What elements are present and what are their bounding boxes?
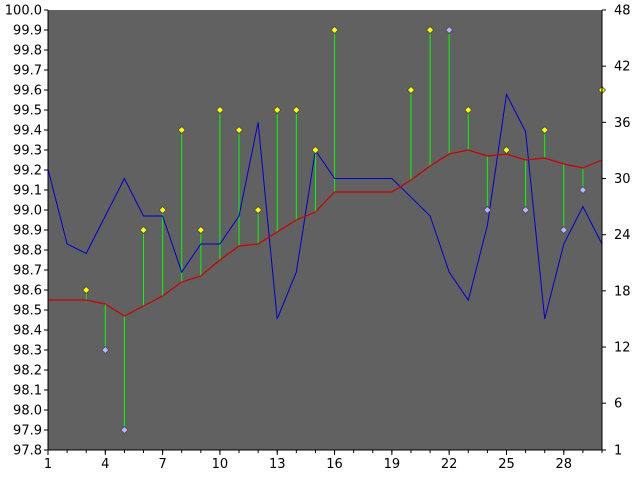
- x-tick-label: 28: [556, 457, 573, 472]
- y-right-tick-label: 6: [614, 397, 622, 412]
- data-point-marker: [139, 225, 148, 235]
- data-point-marker: [215, 105, 224, 115]
- data-point-marker: [540, 125, 549, 135]
- x-tick-label: 13: [269, 457, 286, 472]
- y-left-tick-label: 99.5: [13, 104, 42, 119]
- y-right-tick-label: 24: [614, 228, 631, 243]
- data-point-marker: [426, 25, 435, 35]
- y-left-tick-label: 99.6: [13, 84, 42, 99]
- data-point-marker: [158, 205, 167, 215]
- x-tick-label: 10: [212, 457, 229, 472]
- series-line-average: [48, 149, 603, 317]
- data-point-marker: [101, 345, 110, 355]
- y-left-tick-label: 98.4: [13, 324, 42, 339]
- y-left-tick-label: 97.8: [13, 444, 42, 459]
- y-left-tick-label: 98.6: [13, 284, 42, 299]
- y-left-tick-label: 98.9: [13, 224, 42, 239]
- x-tick-label: 25: [498, 457, 515, 472]
- y-left-tick-label: 99.7: [13, 64, 42, 79]
- x-tick-label: 7: [158, 457, 166, 472]
- data-point-marker: [521, 205, 530, 215]
- x-tick-label: 22: [441, 457, 458, 472]
- y-right-tick-label: 48: [614, 4, 631, 19]
- lines-layer: [47, 92, 603, 320]
- plot-area: [48, 10, 602, 450]
- data-point-marker: [445, 25, 454, 35]
- y-left-tick-label: 98.7: [13, 264, 42, 279]
- y-left-tick-label: 99.8: [13, 44, 42, 59]
- y-left-tick-label: 97.9: [13, 424, 42, 439]
- y-left-tick-label: 99.2: [13, 164, 42, 179]
- data-point-marker: [82, 285, 91, 295]
- series-line-right-axis: [47, 92, 603, 320]
- data-point-marker: [311, 145, 320, 155]
- x-tick-label: 1: [44, 457, 52, 472]
- data-point-marker: [502, 145, 511, 155]
- y-right-tick-label: 36: [614, 116, 631, 131]
- y-left-tick-label: 98.2: [13, 364, 42, 379]
- data-point-marker: [120, 425, 129, 435]
- y-left-tick-label: 98.3: [13, 344, 42, 359]
- data-point-marker: [483, 205, 492, 215]
- data-point-marker: [292, 105, 301, 115]
- x-tick-label: 16: [326, 457, 343, 472]
- data-point-marker: [559, 225, 568, 235]
- data-point-marker: [464, 105, 473, 115]
- x-tick-label: 19: [384, 457, 401, 472]
- y-right-tick-label: 30: [614, 172, 631, 187]
- markers-layer: [82, 25, 607, 435]
- y-left-tick-label: 98.5: [13, 304, 42, 319]
- y-left-tick-label: 99.9: [13, 24, 42, 39]
- y-left-tick-label: 99.4: [13, 124, 42, 139]
- y-left-tick-label: 98.1: [13, 384, 42, 399]
- data-point-marker: [330, 25, 339, 35]
- y-left-tick-label: 99.1: [13, 184, 42, 199]
- y-right-tick-label: 12: [614, 341, 631, 356]
- data-point-marker: [406, 85, 416, 95]
- data-point-marker: [254, 205, 263, 215]
- x-tick-label: 4: [101, 457, 109, 472]
- data-point-marker: [578, 185, 587, 195]
- y-left-tick-label: 100.0: [5, 4, 42, 19]
- y-left-tick-label: 98.0: [13, 404, 42, 419]
- data-point-marker: [196, 225, 205, 235]
- data-point-marker: [177, 125, 186, 135]
- data-point-marker: [234, 125, 244, 135]
- y-left-tick-label: 98.8: [13, 244, 42, 259]
- data-point-marker: [273, 105, 282, 115]
- y-left-tick-label: 99.3: [13, 144, 42, 159]
- y-left-tick-label: 99.0: [13, 204, 42, 219]
- axes-layer: 97.8 97.9 98.0 98.1 98.2 98.3 98.4 98.5 98.6 98.7…: [5, 4, 631, 473]
- y-right-tick-label: 42: [614, 60, 631, 75]
- y-right-tick-label: 1: [614, 444, 622, 459]
- y-right-tick-label: 18: [614, 284, 631, 299]
